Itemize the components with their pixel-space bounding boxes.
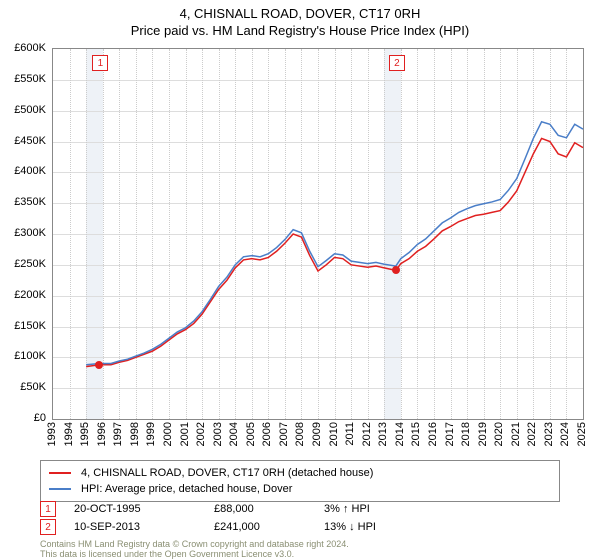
y-tick-label: £250K: [14, 258, 46, 270]
chart-plot-area: 12: [52, 48, 584, 420]
sale-pct: 13% ↓ HPI: [324, 521, 444, 533]
y-tick-label: £500K: [14, 104, 46, 116]
x-tick-label: 2007: [278, 422, 290, 446]
chart-subtitle: Price paid vs. HM Land Registry's House …: [0, 21, 600, 42]
legend: 4, CHISNALL ROAD, DOVER, CT17 0RH (detac…: [40, 460, 560, 502]
x-tick-label: 1995: [79, 422, 91, 446]
sale-price: £241,000: [214, 521, 324, 533]
footer-attribution: Contains HM Land Registry data © Crown c…: [40, 540, 349, 560]
x-tick-label: 2002: [195, 422, 207, 446]
x-tick-label: 2001: [179, 422, 191, 446]
y-tick-label: £100K: [14, 350, 46, 362]
x-tick-label: 1993: [46, 422, 58, 446]
x-tick-label: 2003: [212, 422, 224, 446]
legend-swatch-property: [49, 472, 71, 474]
x-tick-label: 2016: [427, 422, 439, 446]
sales-row: 1 20-OCT-1995 £88,000 3% ↑ HPI: [40, 500, 560, 518]
y-tick-label: £600K: [14, 42, 46, 54]
y-tick-label: £0: [34, 412, 46, 424]
x-tick-label: 2020: [493, 422, 505, 446]
chart-title: 4, CHISNALL ROAD, DOVER, CT17 0RH: [0, 0, 600, 21]
sales-row: 2 10-SEP-2013 £241,000 13% ↓ HPI: [40, 518, 560, 536]
x-tick-label: 2010: [328, 422, 340, 446]
x-tick-label: 1997: [112, 422, 124, 446]
footer-line2: This data is licensed under the Open Gov…: [40, 550, 349, 560]
y-tick-label: £550K: [14, 73, 46, 85]
y-tick-label: £200K: [14, 289, 46, 301]
y-tick-label: £50K: [20, 381, 46, 393]
x-tick-label: 1999: [145, 422, 157, 446]
x-tick-label: 2023: [543, 422, 555, 446]
x-tick-label: 2004: [228, 422, 240, 446]
x-tick-label: 2000: [162, 422, 174, 446]
x-tick-label: 2008: [294, 422, 306, 446]
y-tick-label: £350K: [14, 196, 46, 208]
x-tick-label: 2019: [477, 422, 489, 446]
sale-dot: [95, 361, 103, 369]
sale-date: 10-SEP-2013: [74, 521, 214, 533]
x-tick-label: 2025: [576, 422, 588, 446]
x-tick-label: 2017: [444, 422, 456, 446]
sale-marker-box: 2: [389, 55, 405, 71]
legend-swatch-hpi: [49, 488, 71, 490]
x-tick-label: 2009: [311, 422, 323, 446]
x-tick-label: 2011: [344, 422, 356, 446]
y-axis-labels: £0£50K£100K£150K£200K£250K£300K£350K£400…: [0, 48, 50, 418]
y-tick-label: £300K: [14, 227, 46, 239]
legend-row-property: 4, CHISNALL ROAD, DOVER, CT17 0RH (detac…: [49, 465, 551, 481]
x-tick-label: 2018: [460, 422, 472, 446]
x-tick-label: 2013: [377, 422, 389, 446]
x-tick-label: 2024: [559, 422, 571, 446]
series-line-hpi: [86, 122, 583, 365]
y-tick-label: £400K: [14, 165, 46, 177]
x-tick-label: 2012: [361, 422, 373, 446]
x-tick-label: 2022: [526, 422, 538, 446]
chart-svg: [53, 49, 583, 419]
y-tick-label: £150K: [14, 320, 46, 332]
x-tick-label: 2021: [510, 422, 522, 446]
y-tick-label: £450K: [14, 135, 46, 147]
legend-row-hpi: HPI: Average price, detached house, Dove…: [49, 481, 551, 497]
series-line-property: [86, 138, 583, 366]
sale-price: £88,000: [214, 503, 324, 515]
sale-index-box: 2: [40, 519, 56, 535]
sale-date: 20-OCT-1995: [74, 503, 214, 515]
sale-pct: 3% ↑ HPI: [324, 503, 444, 515]
legend-label-hpi: HPI: Average price, detached house, Dove…: [81, 483, 292, 495]
sale-marker-box: 1: [92, 55, 108, 71]
x-tick-label: 2005: [245, 422, 257, 446]
x-tick-label: 1996: [96, 422, 108, 446]
sales-table: 1 20-OCT-1995 £88,000 3% ↑ HPI 2 10-SEP-…: [40, 500, 560, 536]
x-tick-label: 2006: [261, 422, 273, 446]
x-tick-label: 1994: [63, 422, 75, 446]
x-tick-label: 1998: [129, 422, 141, 446]
sale-dot: [392, 266, 400, 274]
legend-label-property: 4, CHISNALL ROAD, DOVER, CT17 0RH (detac…: [81, 467, 373, 479]
sale-index-box: 1: [40, 501, 56, 517]
x-axis-labels: 1993199419951996199719981999200020012002…: [52, 420, 582, 460]
x-tick-label: 2015: [410, 422, 422, 446]
x-tick-label: 2014: [394, 422, 406, 446]
